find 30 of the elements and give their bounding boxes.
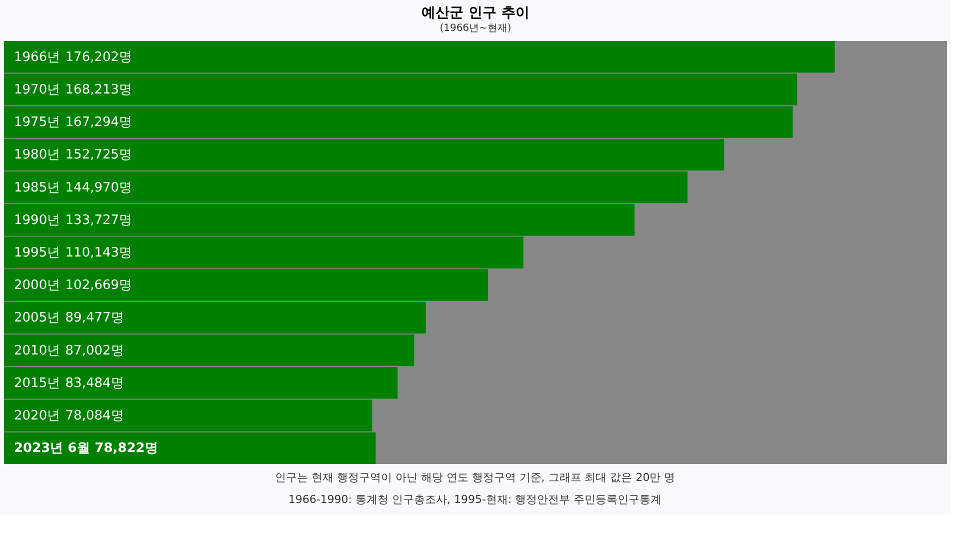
data-label: 168,213명 <box>65 82 132 98</box>
y-tick-label: 1970년 <box>14 82 60 98</box>
y-tick-label: 1966년 <box>14 50 60 65</box>
y-tick-label: 1985년 <box>14 180 60 196</box>
y-tick-label: 1975년 <box>14 115 60 130</box>
y-tick-label: 1995년 <box>14 246 60 260</box>
data-label: 102,669명 <box>65 278 132 294</box>
data-label: 176,202명 <box>65 50 132 65</box>
data-label: 167,294명 <box>65 115 132 130</box>
y-tick-label: 2005년 <box>14 310 60 326</box>
data-label: 78,084명 <box>65 408 124 424</box>
text: 1966-1990: 통계청 인구총조사, 1995-현재: 행정안전부 주민등록인구통계 <box>288 493 662 506</box>
chart-title: 예산군 인구 추이 <box>422 5 530 21</box>
data-label: 144,970명 <box>65 180 132 196</box>
data-label: 133,727명 <box>65 212 132 228</box>
y-tick-label: 2010년 <box>14 343 60 358</box>
y-tick-label: 2023년 6월 <box>14 441 90 456</box>
data-label: 78,822명 <box>94 441 158 456</box>
text: 인구는 현재 행정구역이 아닌 해당 연도 행정구역 기준, 그래프 최대 값은 20만 명 <box>274 471 676 484</box>
y-tick-label: 1990년 <box>14 212 60 228</box>
data-label: 152,725명 <box>65 148 132 163</box>
chart-subtitle: (1966년~현재) <box>440 23 512 34</box>
data-label: 110,143명 <box>65 246 132 260</box>
data-label: 89,477명 <box>65 310 124 326</box>
data-label: 87,002명 <box>65 343 124 358</box>
data-label: 83,484명 <box>65 376 124 391</box>
y-tick-label: 1980년 <box>14 148 60 163</box>
y-tick-label: 2015년 <box>14 376 60 391</box>
y-tick-label: 2000년 <box>14 278 60 294</box>
y-tick-label: 2020년 <box>14 408 60 424</box>
